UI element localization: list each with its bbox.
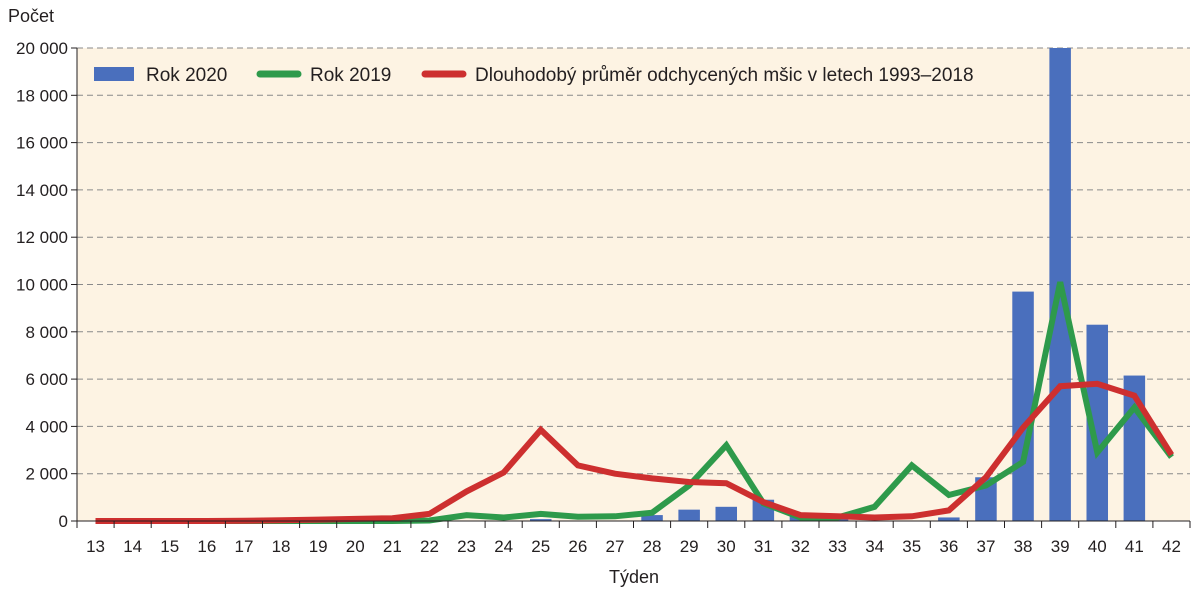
x-tick-label: 38	[1014, 537, 1033, 556]
x-tick-label: 15	[160, 537, 179, 556]
bar-2020	[529, 519, 552, 521]
bar-2020	[641, 515, 663, 521]
legend: Rok 2020 Rok 2019 Dlouhodobý průměr odchyc…	[94, 65, 974, 86]
bar-2020	[678, 509, 700, 521]
x-tick-label: 26	[568, 537, 587, 556]
x-axis-ticks: 13 14 15 16 17 18 19 20 21 22 23 24 25 26 27 28 29 30 31 32…	[76, 521, 1191, 556]
x-tick-label: 29	[680, 537, 699, 556]
x-tick-label: 16	[197, 537, 216, 556]
x-tick-label: 17	[234, 537, 253, 556]
x-tick-label: 27	[605, 537, 624, 556]
bar-2020	[1012, 291, 1034, 521]
x-tick-label: 33	[828, 537, 847, 556]
y-tick-label: 10 000	[16, 276, 68, 295]
x-tick-label: 25	[531, 537, 550, 556]
y-tick-label: 14 000	[16, 181, 68, 200]
y-tick-label: 18 000	[16, 86, 68, 105]
x-tick-label: 20	[346, 537, 365, 556]
bar-2020	[715, 506, 738, 521]
legend-label: Rok 2019	[310, 65, 391, 86]
x-tick-label: 32	[791, 537, 810, 556]
y-tick-label: 0	[59, 512, 68, 531]
y-tick-label: 16 000	[16, 134, 68, 153]
x-tick-label: 19	[309, 537, 328, 556]
x-tick-label: 37	[976, 537, 995, 556]
y-tick-label: 8 000	[25, 323, 68, 342]
x-tick-label: 42	[1162, 537, 1181, 556]
line-dlouhodoby-prumer	[95, 380, 1175, 524]
x-tick-label: 28	[643, 537, 662, 556]
gridlines	[77, 47, 1190, 475]
y-axis-title: Počet	[8, 6, 54, 26]
x-tick-label: 13	[86, 537, 105, 556]
y-axis-ticks: 0 2 000 4 000 6 000 8 000 10 000 12 000 14 000 1…	[16, 39, 77, 531]
y-tick-label: 12 000	[16, 228, 68, 247]
x-tick-label: 14	[123, 537, 142, 556]
bar-2020	[1086, 324, 1109, 521]
y-tick-label: 4 000	[25, 417, 68, 436]
y-tick-label: 6 000	[25, 370, 68, 389]
x-tick-label: 34	[865, 537, 884, 556]
x-tick-label: 21	[383, 537, 402, 556]
bar-2020	[938, 517, 960, 521]
x-axis-title: Týden	[609, 567, 659, 587]
x-tick-label: 24	[494, 537, 513, 556]
y-tick-label: 20 000	[16, 39, 68, 58]
legend-label: Rok 2020	[146, 65, 227, 86]
x-tick-label: 39	[1051, 537, 1070, 556]
x-tick-label: 31	[754, 537, 773, 556]
legend-swatch-bar	[94, 67, 134, 81]
x-tick-label: 35	[902, 537, 921, 556]
y-tick-label: 2 000	[25, 465, 68, 484]
x-tick-label: 22	[420, 537, 439, 556]
x-tick-label: 36	[939, 537, 958, 556]
x-tick-label: 40	[1088, 537, 1107, 556]
legend-label: Dlouhodobý průměr odchycených mšic v let…	[475, 65, 974, 86]
x-tick-label: 30	[717, 537, 736, 556]
x-tick-label: 23	[457, 537, 476, 556]
x-tick-label: 41	[1125, 537, 1144, 556]
x-tick-label: 18	[272, 537, 291, 556]
